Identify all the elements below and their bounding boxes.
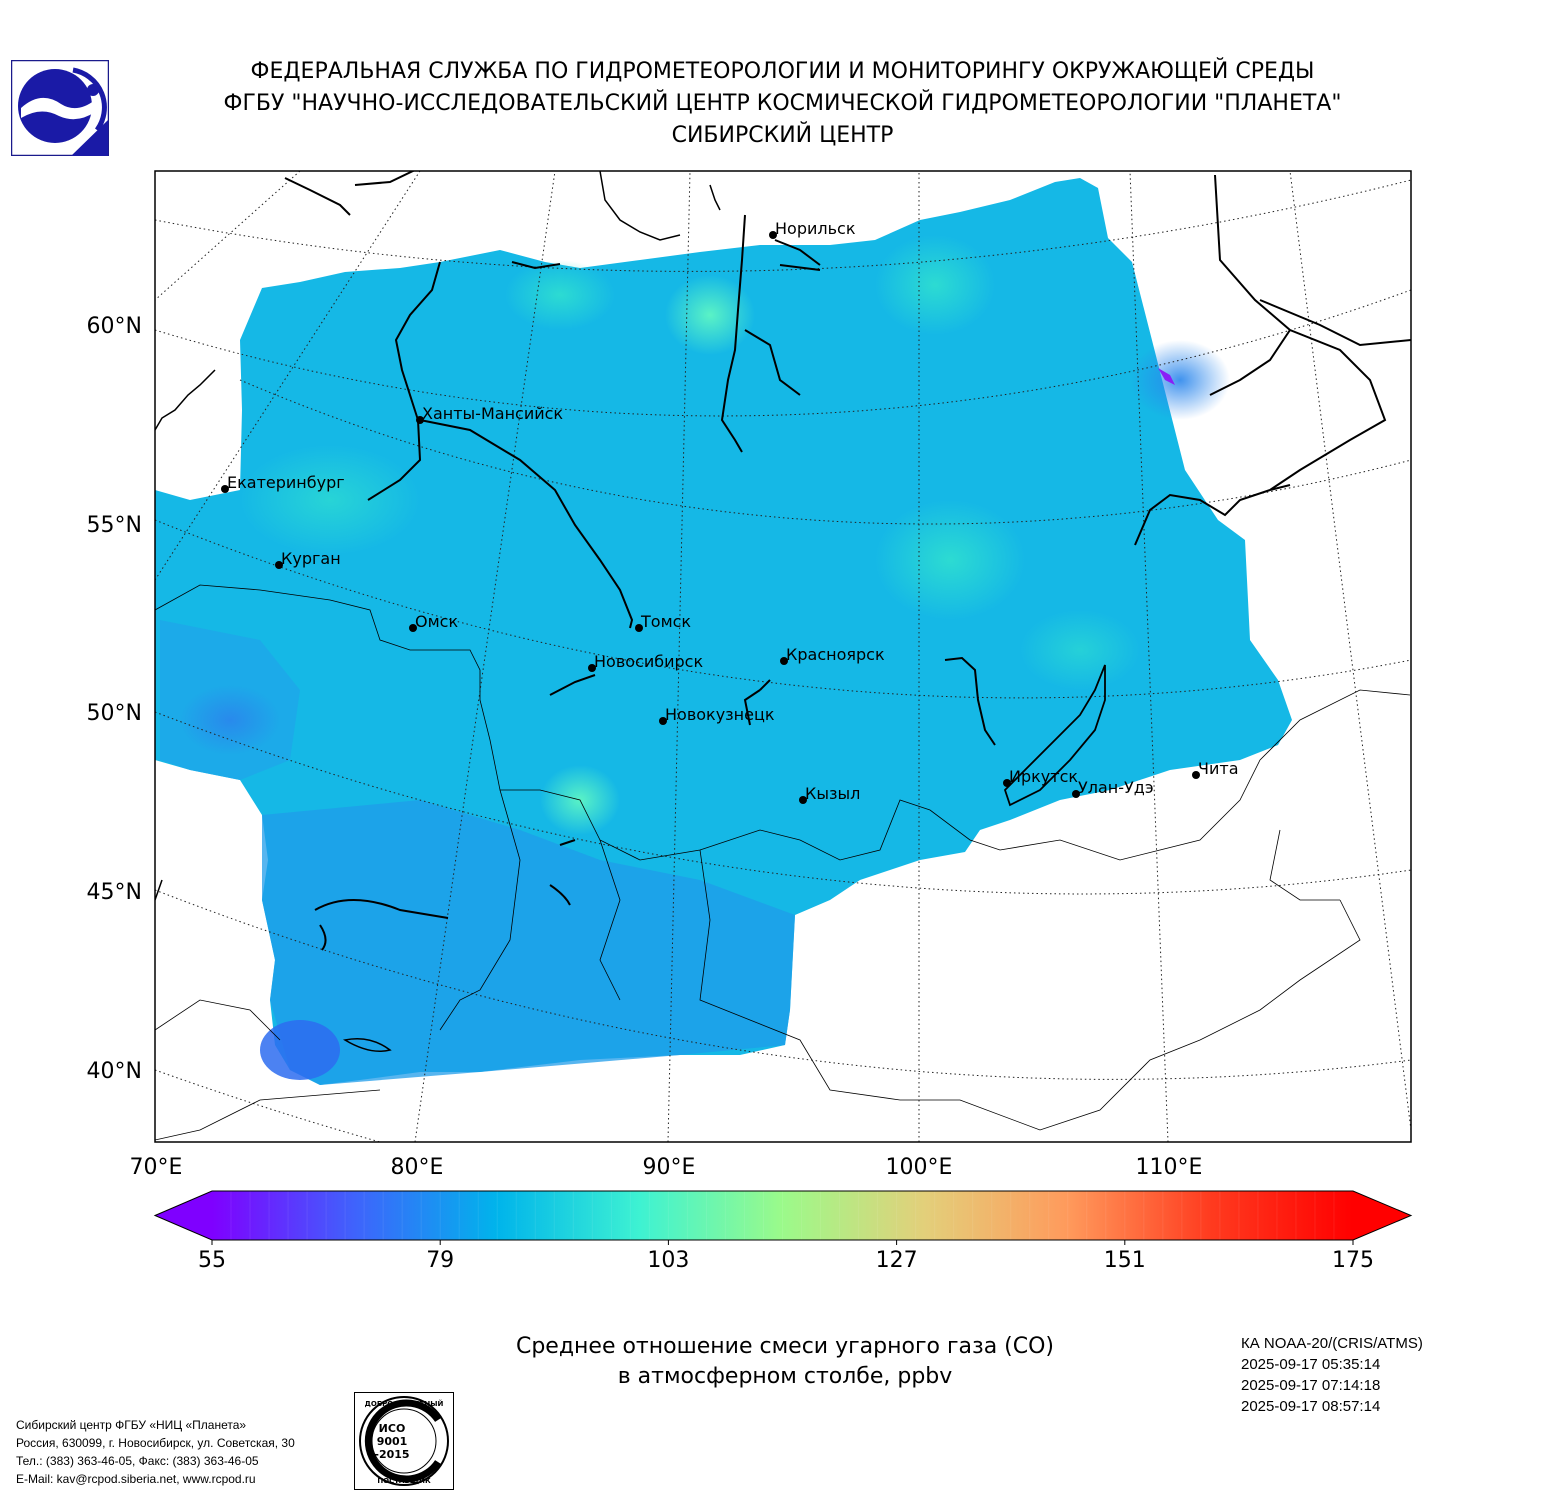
city-label: Кызыл [805,784,860,803]
city-markers: Норильск Ханты-Мансийск Екатеринбург Курган… [221,219,1239,804]
contact-line-2: Россия, 630099, г. Новосибирск, ул. Сове… [16,1436,295,1450]
city-label: Иркутск [1009,767,1078,786]
iso-text: ИСО [379,1422,406,1435]
colorbar-min-arrow [155,1191,212,1240]
caption-line-2: в атмосферном столбе, ppbv [617,1364,953,1389]
iso-top-text: ДОБРОСОВЕСТНЫЙ [365,1399,444,1408]
pass-time-2: 2025-09-17 07:14:18 [1241,1377,1381,1394]
contact-line-4: E-Mail: kav@rcpod.siberia.net, www.rcpod… [16,1472,256,1486]
city-label: Новосибирск [594,652,703,671]
city-dot [635,624,643,632]
city-label: Чита [1198,759,1239,778]
city-label: Красноярск [786,645,885,664]
colorbar [153,1190,1413,1241]
pass-time-3: 2025-09-17 08:57:14 [1241,1398,1381,1415]
city-dot [221,485,229,493]
lat-label: 40°N [87,1059,142,1084]
iso-bottom-text: ПОСТАВЩИК [377,1477,431,1485]
iso-year: -2015 [374,1448,409,1461]
city-label: Курган [281,549,341,568]
city-label: Новокузнецк [665,705,775,724]
colorbar-tick-label: 55 [198,1248,226,1273]
city-label: Екатеринбург [227,473,345,492]
lon-label: 100°E [886,1155,953,1180]
borders [155,584,1411,1141]
coastline [155,171,721,901]
caption-line-1: Среднее отношение смеси угарного газа (C… [515,1334,1055,1359]
lon-label: 70°E [130,1155,183,1180]
colorbar-body [212,1191,1353,1240]
co-swath [155,178,1292,1085]
lat-label: 50°N [87,701,142,726]
colorbar-tick-label: 127 [876,1248,918,1273]
city-dot [409,624,417,632]
lat-label: 45°N [87,880,142,905]
city-dot [1072,790,1080,798]
contact-line-1: Сибирский центр ФГБУ «НИЦ «Планета» [16,1418,247,1432]
city-dot [1003,779,1011,787]
city-label: Омск [415,612,458,631]
header-line-2: ФГБУ "НАУЧНО-ИССЛЕДОВАТЕЛЬСКИЙ ЦЕНТР КОС… [223,91,1342,116]
contact-info: Сибирский центр ФГБУ «НИЦ «Планета» Росс… [16,1416,295,1488]
lat-label: 55°N [87,513,142,538]
planeta-logo-icon [11,60,109,156]
city-label: Норильск [775,219,856,238]
colorbar-tick-label: 151 [1104,1248,1146,1273]
iso-number: 9001 [377,1435,408,1448]
latitude-labels: 60°N 55°N 50°N 45°N 40°N [87,314,142,1084]
contact-line-3: Тел.: (383) 363-46-05, Факс: (383) 363-4… [16,1454,259,1468]
iso-badge: ДОБРОСОВЕСТНЫЙ ИСО 9001 -2015 ПОСТАВЩИК [354,1392,454,1490]
city-label: Улан-Удэ [1078,778,1154,797]
map-caption: Среднее отношение смеси угарного газа (C… [430,1332,1140,1392]
city-dot [1192,771,1200,779]
graticule [155,171,1411,1142]
lat-label: 60°N [87,314,142,339]
city-dot [780,657,788,665]
city-dot [416,416,424,424]
map-frame [154,170,1412,1143]
colorbar-tick-label: 79 [426,1248,454,1273]
header-line-3: СИБИРСКИЙ ЦЕНТР [671,123,894,148]
colorbar-tick-label: 175 [1332,1248,1374,1273]
city-label: Томск [640,612,691,631]
lon-label: 90°E [643,1155,696,1180]
map-area: Норильск Ханты-Мансийск Екатеринбург Курган… [155,171,1411,1142]
header-line-1: ФЕДЕРАЛЬНАЯ СЛУЖБА ПО ГИДРОМЕТЕОРОЛОГИИ … [250,59,1315,84]
city-dot [769,231,777,239]
satellite-name: КА NOAA-20/(CRIS/ATMS) [1241,1335,1423,1352]
lon-label: 110°E [1136,1155,1203,1180]
satellite-info: КА NOAA-20/(CRIS/ATMS) 2025-09-17 05:35:… [1241,1333,1423,1417]
city-dot [659,717,667,725]
rivers [284,171,1411,1052]
longitude-labels: 70°E 80°E 90°E 100°E 110°E [130,1155,1203,1180]
colorbar-tick-label: 103 [647,1248,689,1273]
co-map: Норильск Ханты-Мансийск Екатеринбург Курган… [87,170,1413,1273]
city-label: Ханты-Мансийск [422,404,563,423]
colorbar-max-arrow [1353,1191,1411,1240]
city-dot [275,561,283,569]
city-dot [588,664,596,672]
lon-label: 80°E [391,1155,444,1180]
colorbar-ticks: 55 79 103 127 151 175 [198,1240,1374,1273]
pass-time-1: 2025-09-17 05:35:14 [1241,1356,1381,1373]
city-dot [799,796,807,804]
